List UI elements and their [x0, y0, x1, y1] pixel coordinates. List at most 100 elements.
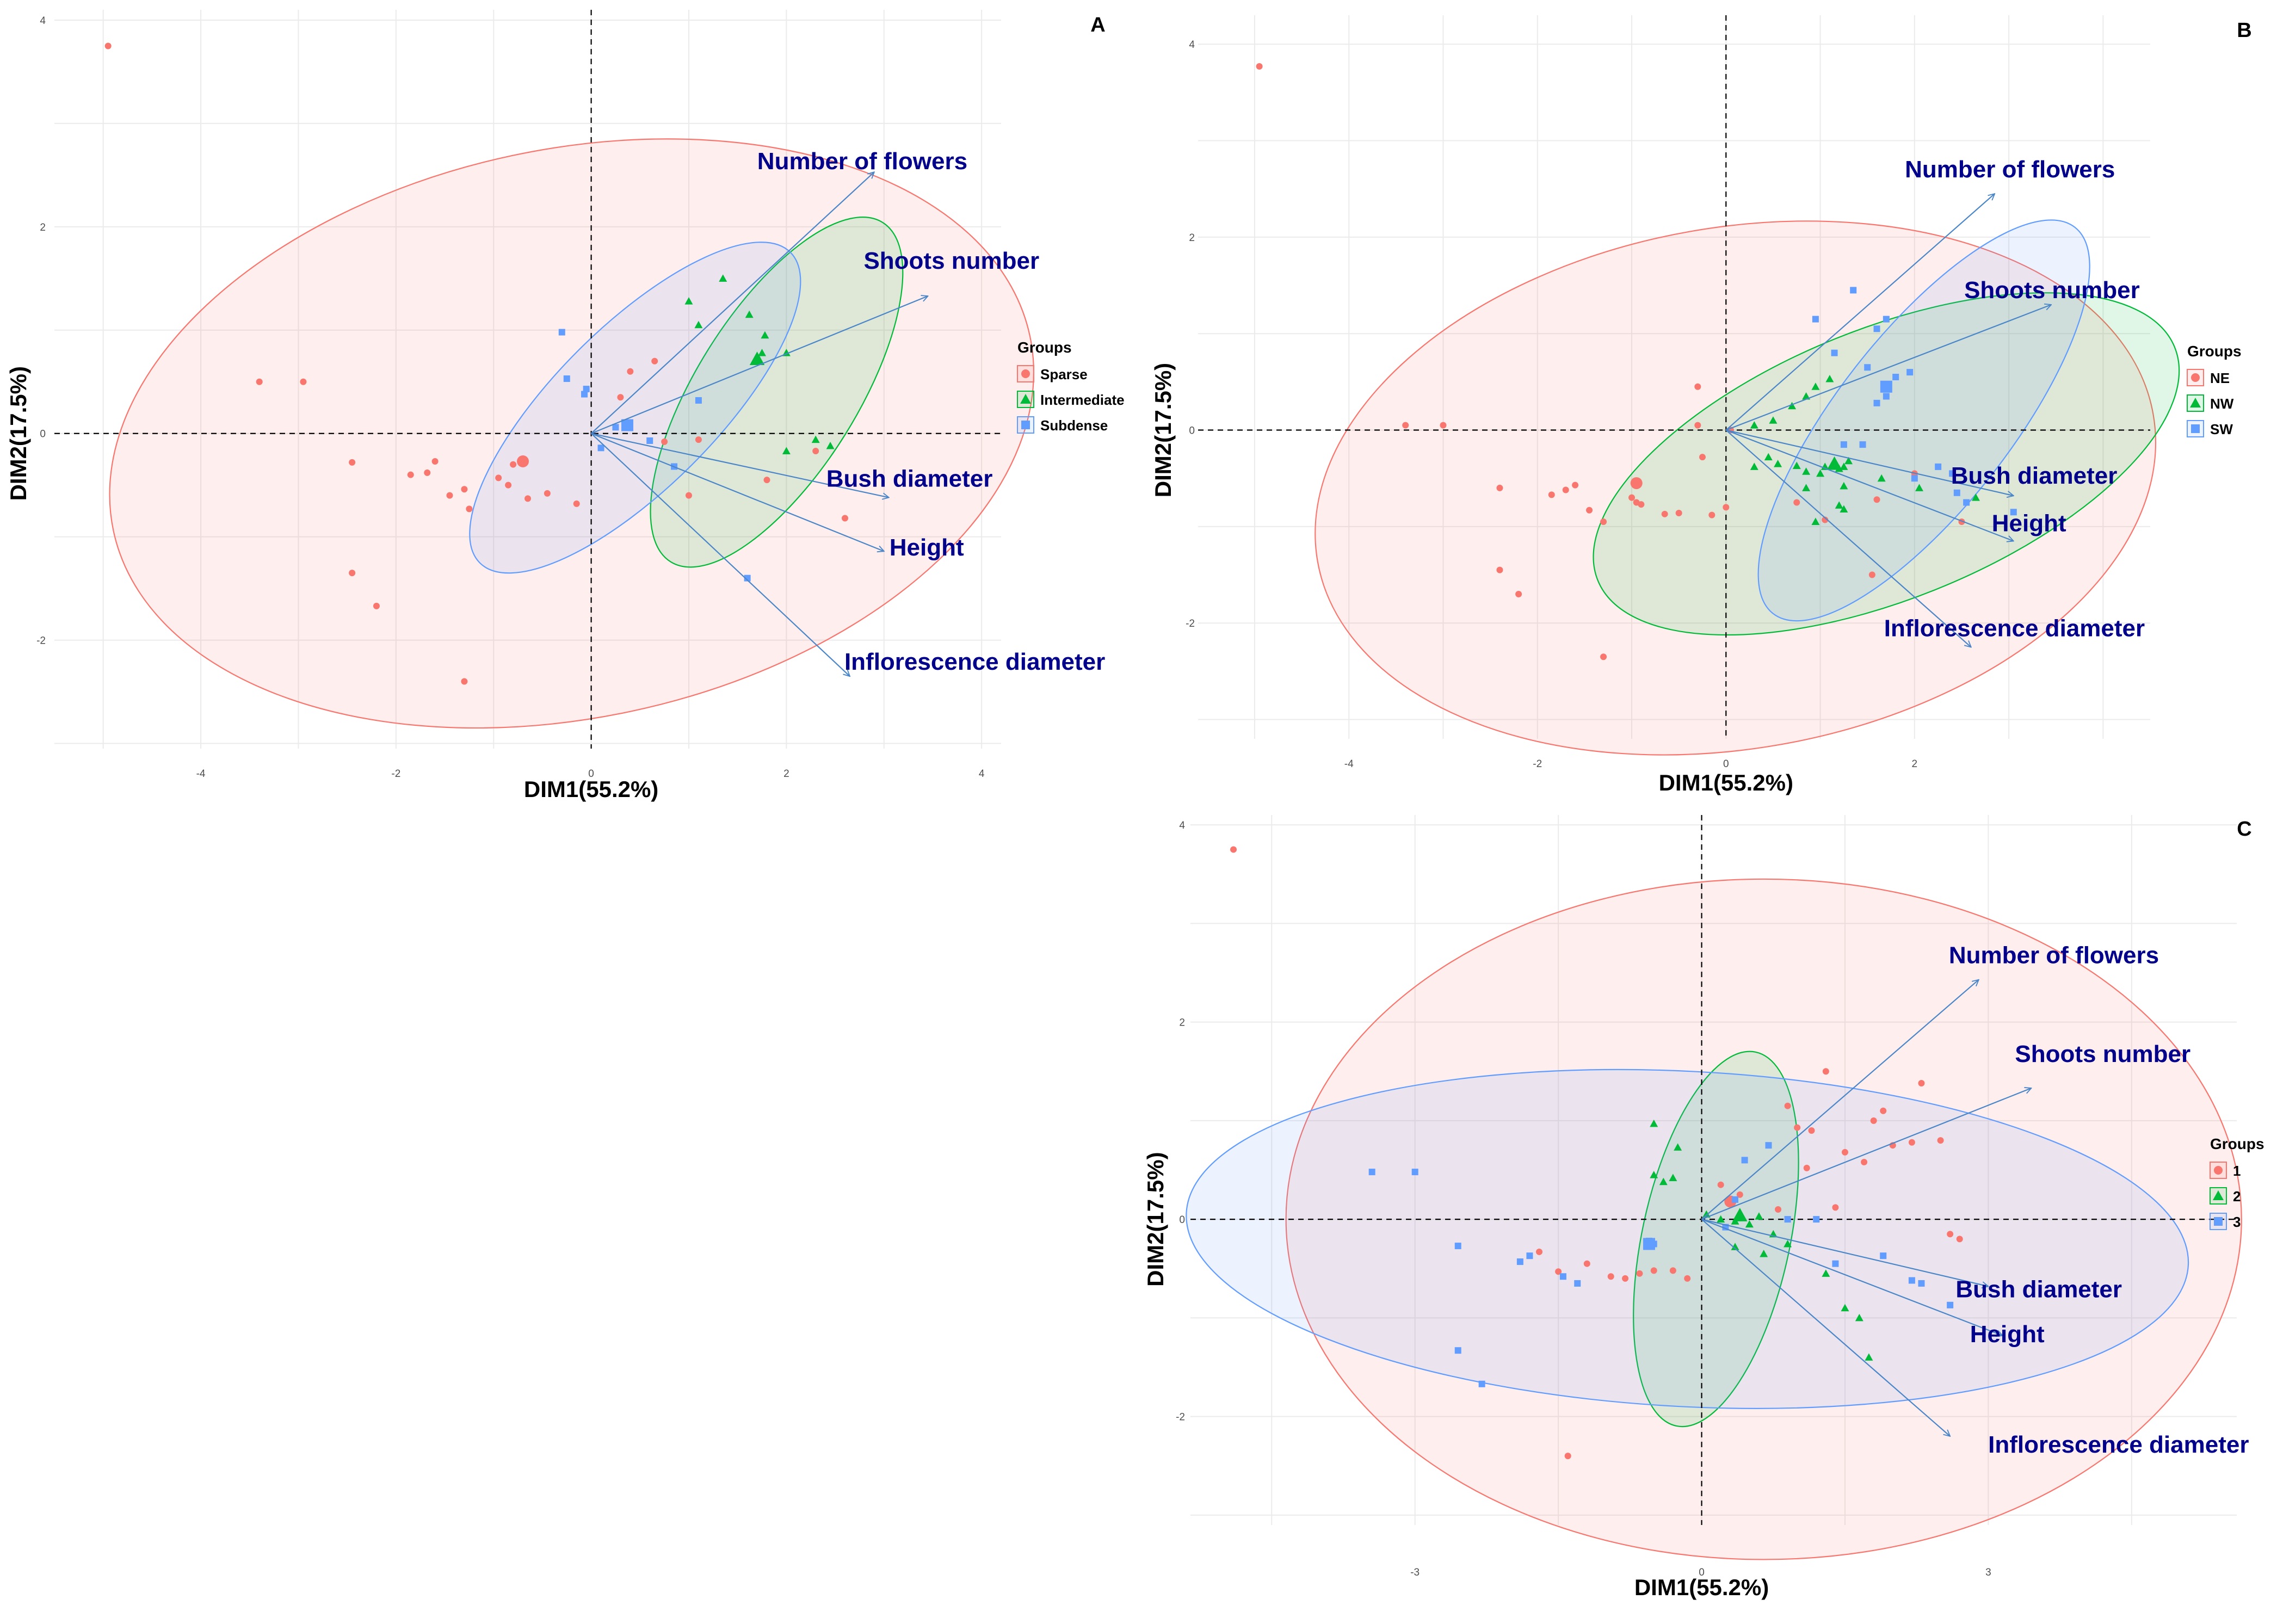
- data-point: [1583, 1260, 1590, 1267]
- legend-label: 1: [2233, 1163, 2241, 1179]
- data-point: [424, 469, 431, 476]
- data-point: [461, 486, 468, 493]
- data-point: [1745, 1220, 1754, 1228]
- legend-label: 2: [2233, 1188, 2241, 1205]
- group-ellipse: [1757, 219, 2090, 622]
- legend-title: Groups: [2210, 1135, 2264, 1152]
- legend-symbol: [1021, 421, 1030, 429]
- legend: Groups 1 2 3: [2210, 1135, 2264, 1230]
- data-point: [1516, 1258, 1523, 1265]
- data-point: [1536, 1248, 1542, 1255]
- data-point: [782, 447, 791, 455]
- data-point: [1963, 499, 1970, 506]
- variable-arrow: [590, 172, 874, 434]
- x-tick: 4: [979, 768, 985, 780]
- y-tick: 2: [1179, 1017, 1185, 1029]
- group-centroid: [517, 455, 529, 467]
- data-point: [1636, 1270, 1643, 1277]
- x-tick: 0: [588, 768, 594, 780]
- data-point: [1873, 325, 1880, 332]
- legend-symbol: [2213, 1190, 2224, 1200]
- data-point: [1699, 454, 1706, 461]
- data-point: [524, 495, 531, 502]
- data-point: [1694, 422, 1701, 429]
- data-point: [1574, 1280, 1581, 1287]
- data-point: [1669, 1174, 1677, 1181]
- variable-arrow: [1725, 194, 1995, 431]
- y-axis-title: DIM2(17.5%): [1143, 1152, 1168, 1286]
- data-point: [826, 442, 835, 449]
- data-point: [349, 570, 356, 577]
- legend: Groups Sparse Intermediate Subdense: [1017, 339, 1125, 434]
- variable-arrow: [1701, 980, 1979, 1220]
- y-tick: 2: [40, 222, 46, 233]
- data-point: [1784, 1102, 1791, 1109]
- data-point: [1562, 486, 1569, 493]
- group-centroid: [1643, 1238, 1655, 1250]
- legend-symbol: [2214, 1166, 2223, 1175]
- data-point: [1750, 462, 1758, 470]
- data-point: [1873, 496, 1880, 503]
- group-centroid: [1630, 477, 1643, 490]
- data-point: [1564, 1453, 1571, 1460]
- data-point: [1702, 1210, 1711, 1218]
- group-ellipse: [650, 217, 904, 568]
- y-tick: 0: [1189, 425, 1195, 437]
- variable-label: Number of flowers: [1905, 156, 2115, 183]
- x-tick: 2: [783, 768, 789, 780]
- group-ellipse: [1633, 1051, 1799, 1428]
- variable-label: Shoots number: [1964, 277, 2140, 304]
- data-point: [495, 474, 502, 481]
- data-point: [1548, 491, 1555, 498]
- data-point: [466, 505, 473, 512]
- data-point: [1674, 1143, 1682, 1151]
- data-point: [1555, 1268, 1562, 1275]
- variable-label: Shoots number: [863, 248, 1039, 274]
- legend-key: [1017, 365, 1034, 382]
- data-point: [1650, 1171, 1658, 1178]
- data-point: [104, 42, 112, 50]
- legend-symbol: [2190, 398, 2201, 407]
- variable-label: Shoots number: [2015, 1041, 2190, 1067]
- y-tick: 0: [1179, 1214, 1185, 1226]
- data-point: [1956, 1236, 1963, 1243]
- data-point: [446, 492, 453, 499]
- data-point: [1750, 421, 1758, 429]
- data-point: [1741, 1157, 1748, 1164]
- y-tick: 4: [40, 15, 46, 27]
- data-point: [811, 435, 820, 443]
- data-point: [617, 394, 624, 401]
- variable-label: Height: [1992, 510, 2066, 536]
- data-point: [695, 397, 702, 404]
- group-ellipse: [1315, 220, 2157, 756]
- data-point: [1918, 1280, 1925, 1287]
- data-point: [812, 448, 819, 455]
- data-point: [1661, 510, 1668, 517]
- group-ellipse: [1186, 1069, 2189, 1409]
- data-point: [1841, 1304, 1849, 1312]
- data-point: [1908, 1277, 1915, 1284]
- data-point: [1732, 1196, 1739, 1203]
- legend-symbol: [1020, 394, 1031, 404]
- data-point: [1841, 1148, 1848, 1156]
- data-point: [1832, 1204, 1839, 1211]
- legend-label: Subdense: [1040, 417, 1108, 434]
- y-tick: 4: [1179, 820, 1185, 831]
- legend-symbol: [1021, 369, 1030, 378]
- data-point: [1515, 591, 1522, 597]
- variable-label: Inflorescence diameter: [1884, 615, 2145, 642]
- data-point: [1774, 460, 1782, 467]
- data-point: [1864, 364, 1871, 371]
- data-point: [1794, 1124, 1801, 1131]
- data-point: [1877, 474, 1886, 482]
- data-point: [558, 329, 565, 336]
- data-point: [1850, 287, 1857, 294]
- data-point: [544, 490, 551, 497]
- data-point: [1868, 571, 1875, 578]
- panel-label: B: [2237, 19, 2251, 42]
- data-point: [1816, 469, 1825, 477]
- data-point: [1784, 1216, 1791, 1223]
- variable-label: Inflorescence diameter: [844, 649, 1105, 675]
- data-point: [1628, 494, 1636, 501]
- data-point: [1906, 369, 1914, 376]
